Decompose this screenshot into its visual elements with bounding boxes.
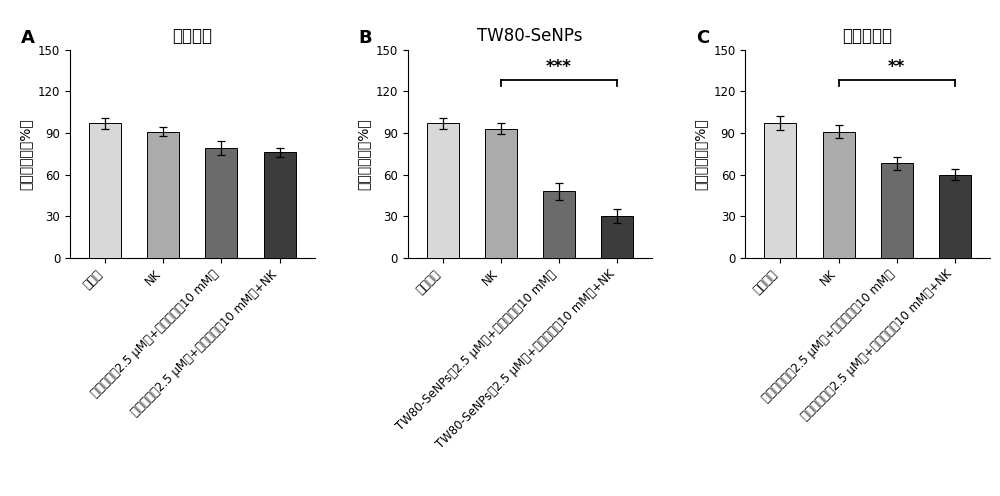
Text: **: ** xyxy=(888,58,905,76)
Title: 硒代胱氨酸: 硒代胱氨酸 xyxy=(843,27,893,45)
Text: B: B xyxy=(359,29,372,47)
Y-axis label: 细胞存活率（%）: 细胞存活率（%） xyxy=(694,118,708,189)
Bar xyxy=(543,191,575,258)
Bar xyxy=(764,123,796,258)
Bar xyxy=(147,131,179,258)
Bar xyxy=(823,131,855,258)
Y-axis label: 细胞存活率（%）: 细胞存活率（%） xyxy=(356,118,370,189)
Text: C: C xyxy=(696,29,710,47)
Bar xyxy=(485,129,517,258)
Bar xyxy=(89,123,121,258)
Text: ***: *** xyxy=(546,58,572,76)
Title: TW80-SeNPs: TW80-SeNPs xyxy=(477,27,583,45)
Bar xyxy=(427,123,459,258)
Title: 亚硒酸钓: 亚硒酸钓 xyxy=(172,27,212,45)
Bar xyxy=(205,148,237,258)
Y-axis label: 细胞存活率（%）: 细胞存活率（%） xyxy=(18,118,32,189)
Bar xyxy=(939,175,971,258)
Bar xyxy=(881,164,913,258)
Text: A: A xyxy=(21,29,35,47)
Bar xyxy=(264,152,296,258)
Bar xyxy=(601,216,633,258)
